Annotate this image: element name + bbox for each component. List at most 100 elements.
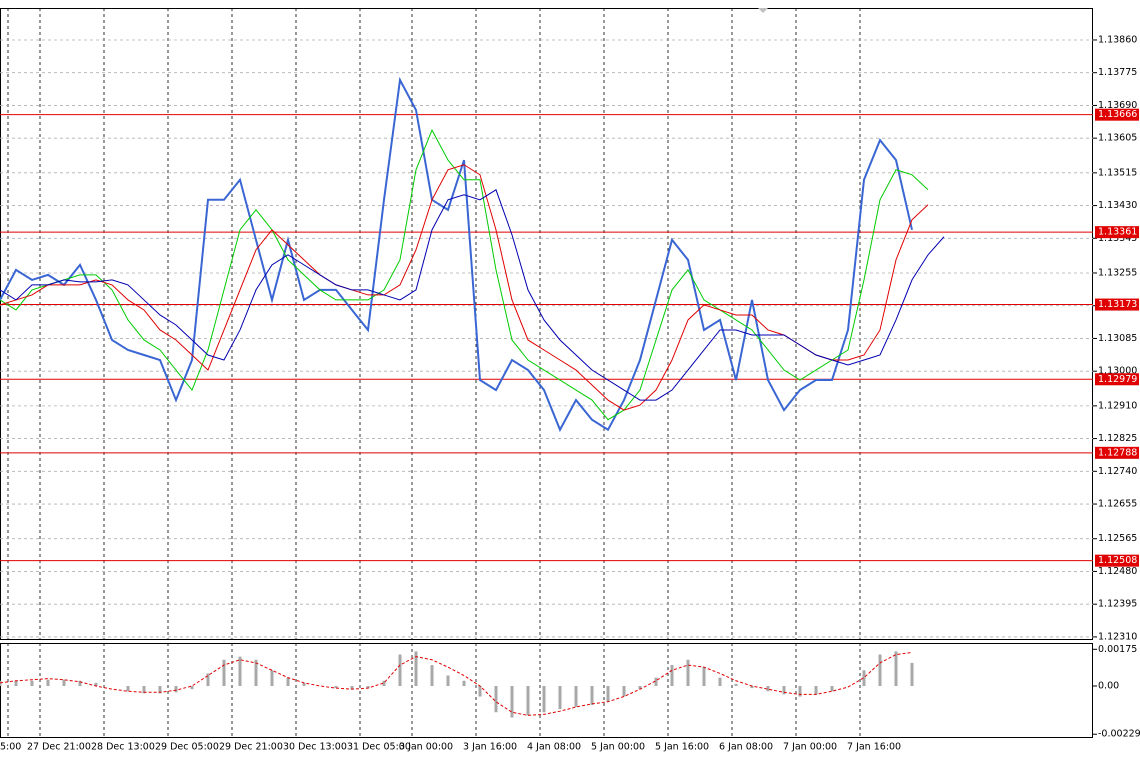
y-tick-label: 1.13775: [1098, 67, 1137, 78]
histogram-bar: [0, 680, 2, 687]
y-tick-label: 1.13515: [1098, 167, 1137, 178]
x-tick-label: 27 Dec 21:00: [27, 742, 91, 753]
histogram-bar: [830, 686, 834, 692]
level-label: 1.12788: [1098, 447, 1137, 458]
histogram-bar: [670, 665, 674, 687]
x-tick-label: 7 Jan 16:00: [847, 742, 901, 753]
level-label: 1.13361: [1098, 227, 1137, 238]
histogram-bar: [382, 680, 386, 687]
histogram-bar: [398, 654, 402, 687]
histogram-bar: [238, 656, 242, 687]
histogram-bar: [558, 686, 562, 710]
y-tick-label: 1.12740: [1098, 466, 1137, 477]
histogram-bar: [702, 667, 706, 687]
histogram-bar: [478, 686, 482, 697]
histogram-bar: [190, 686, 194, 690]
signal-line: [0, 651, 913, 716]
histogram-bar: [62, 679, 66, 687]
x-tick-label: 29 Dec 21:00: [219, 742, 283, 753]
y-tick-label: 0.00: [1098, 681, 1119, 692]
price-line: [0, 128, 929, 421]
histogram-bar: [878, 654, 882, 687]
level-label: 1.12508: [1098, 555, 1137, 566]
y-tick-label: 0.00175: [1098, 644, 1137, 655]
x-tick-label: 29 Dec 05:00: [155, 742, 219, 753]
x-tick-label: 6 Jan 08:00: [719, 742, 773, 753]
histogram-bar: [910, 662, 914, 687]
histogram-bar: [462, 680, 466, 687]
histogram-bar: [174, 686, 178, 693]
indicator-frame: [0, 643, 1093, 738]
y-tick-label: 1.12310: [1098, 631, 1137, 642]
x-tick-label: 5 Jan 00:00: [591, 742, 645, 753]
histogram-bar: [798, 686, 802, 697]
histogram-bar: [14, 680, 18, 687]
histogram-bar: [414, 651, 418, 687]
x-tick-label: 7 Jan 00:00: [783, 742, 837, 753]
histogram-bar: [686, 659, 690, 687]
histogram-bar: [494, 686, 498, 713]
y-tick-label: 1.13255: [1098, 267, 1137, 278]
y-tick-label: 1.12565: [1098, 533, 1137, 544]
x-tick-label: 30 Dec 13:00: [283, 742, 347, 753]
y-tick-label: 1.13345: [1098, 233, 1137, 244]
histogram-bar: [94, 682, 98, 687]
histogram-bar: [46, 679, 50, 687]
x-tick-label: 3 Jan 16:00: [463, 742, 517, 753]
histogram-bar: [126, 686, 130, 692]
histogram-bar: [894, 651, 898, 687]
histogram-bar: [302, 682, 306, 687]
level-label: 1.13666: [1098, 109, 1137, 120]
y-tick-label: 1.12480: [1098, 566, 1137, 577]
histogram-bar: [814, 686, 818, 695]
histogram-bar: [222, 659, 226, 687]
level-label-box: [1095, 554, 1139, 567]
histogram-bar: [286, 677, 290, 687]
histogram-bar: [30, 680, 34, 687]
x-tick-label: 5 Jan 16:00: [655, 742, 709, 753]
y-tick-label: 1.12655: [1098, 499, 1137, 510]
histogram-bar: [206, 673, 210, 687]
histogram-bar: [142, 686, 146, 694]
histogram-bar: [862, 670, 866, 687]
histogram-bar: [78, 680, 82, 687]
y-tick-label: 1.13000: [1098, 366, 1137, 377]
x-tick-label: 31 Dec 05:00: [347, 742, 411, 753]
y-tick-label: 1.13605: [1098, 133, 1137, 144]
y-tick-label: 1.13860: [1098, 34, 1137, 45]
histogram-bar: [622, 686, 626, 697]
y-tick-label: -0.002298: [1098, 729, 1140, 740]
x-tick-label: 4 Jan 08:00: [527, 742, 581, 753]
level-label-box: [1095, 373, 1139, 386]
level-label-box: [1095, 226, 1139, 239]
x-tick-label: 5:00: [0, 742, 21, 753]
y-tick-label: 1.12395: [1098, 599, 1137, 610]
histogram-bar: [606, 686, 610, 702]
histogram-bar: [446, 675, 450, 687]
histogram-bar: [574, 686, 578, 707]
x-tick-label: 28 Dec 13:00: [91, 742, 155, 753]
price-line: [0, 189, 945, 401]
histogram-bar: [510, 686, 514, 718]
histogram-bar: [430, 665, 434, 687]
main-frame: [0, 8, 1093, 640]
histogram-bar: [350, 686, 354, 690]
histogram-bar: [718, 677, 722, 687]
histogram-bar: [654, 677, 658, 687]
histogram-bar: [750, 686, 754, 689]
y-tick-label: 1.12825: [1098, 433, 1137, 444]
y-tick-label: 1.13085: [1098, 333, 1137, 344]
level-label: 1.12979: [1098, 374, 1137, 385]
shift-marker: [758, 8, 768, 13]
level-label: 1.13173: [1098, 299, 1137, 310]
histogram-bar: [638, 686, 642, 690]
histogram-bar: [734, 683, 738, 687]
histogram-bar: [766, 686, 770, 692]
histogram-bar: [270, 670, 274, 687]
histogram-bar: [542, 686, 546, 713]
histogram-bar: [782, 686, 786, 695]
level-label-box: [1095, 298, 1139, 311]
histogram-bar: [254, 659, 258, 687]
price-line: [0, 164, 929, 411]
